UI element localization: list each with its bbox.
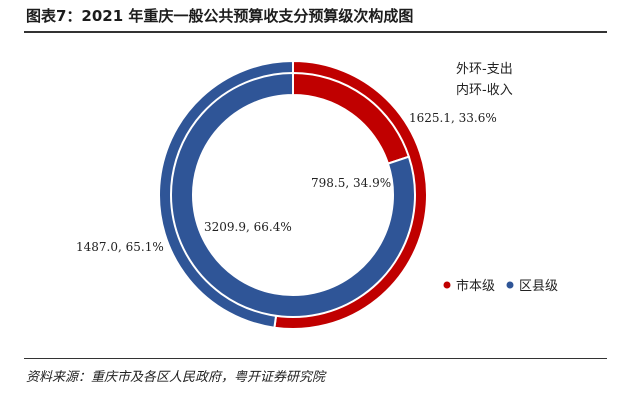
legend-swatch-city bbox=[443, 281, 451, 289]
title-rule bbox=[24, 31, 607, 33]
source-rule bbox=[24, 358, 607, 359]
inner-ring-slice-district bbox=[170, 71, 416, 318]
donut-rings bbox=[158, 59, 428, 330]
ring-note-inner: 内环-收入 bbox=[456, 82, 513, 98]
ring-note-outer: 外环-支出 bbox=[456, 62, 513, 77]
source-note: 资料来源：重庆市及各区人民政府，粤开证券研究院 bbox=[26, 370, 326, 385]
data-label-outer-district: 1487.0, 65.1% bbox=[76, 240, 164, 254]
data-label-outer-city: 1625.1, 33.6% bbox=[409, 111, 497, 125]
legend-label-district: 区县级 bbox=[519, 279, 558, 294]
data-label-inner-city: 798.5, 34.9% bbox=[311, 176, 391, 190]
data-label-inner-district: 3209.9, 66.4% bbox=[204, 220, 292, 234]
chart-title: 图表7：2021 年重庆一般公共预算收支分预算级次构成图 bbox=[26, 7, 414, 25]
legend: 市本级 区县级 bbox=[443, 278, 558, 294]
legend-label-city: 市本级 bbox=[456, 278, 495, 294]
legend-swatch-district bbox=[506, 281, 514, 289]
